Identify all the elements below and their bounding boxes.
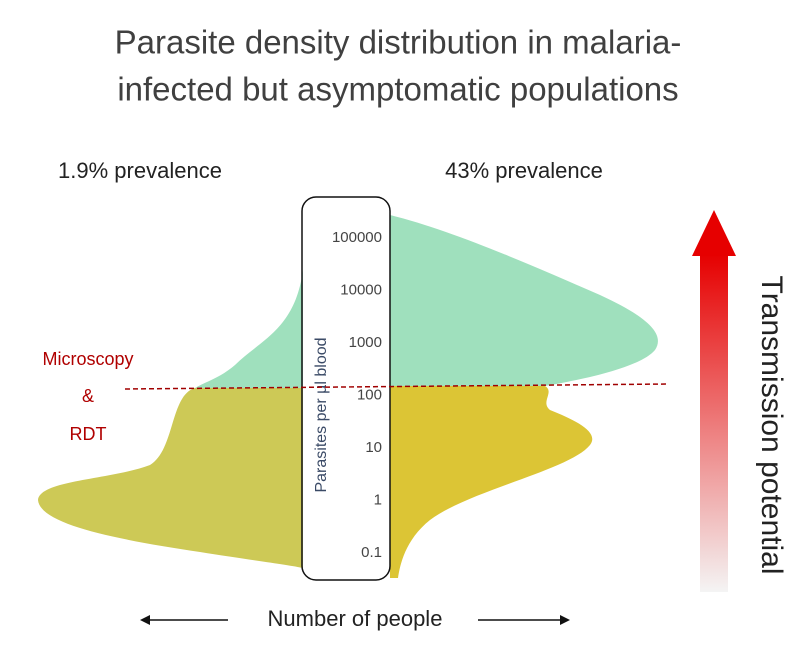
threshold-label: RDT <box>70 424 107 444</box>
side-arrow-label: Transmission potential <box>755 275 788 574</box>
title-line: infected but asymptomatic populations <box>117 71 678 108</box>
left-yellow-area <box>38 388 303 568</box>
left-green-area <box>195 270 303 388</box>
density-tick-label: 10000 <box>340 281 382 298</box>
density-axis-box <box>301 196 391 581</box>
arrowhead <box>140 615 150 625</box>
transmission-arrowhead <box>692 210 736 256</box>
density-tick-label: 100000 <box>332 229 382 246</box>
threshold-label: Microscopy <box>42 349 133 369</box>
density-tick-label: 1 <box>374 491 382 508</box>
title-line: Parasite density distribution in malaria… <box>115 24 682 61</box>
density-tick-label: 0.1 <box>361 544 382 561</box>
density-tick-label: 1000 <box>349 334 382 351</box>
threshold-label: & <box>82 386 94 406</box>
right-green-area <box>390 215 658 386</box>
threshold-line <box>124 383 669 390</box>
density-tick-label: 100 <box>357 386 382 403</box>
right-panel-label: 43% prevalence <box>445 158 603 183</box>
right-yellow-area <box>390 386 593 578</box>
arrowhead <box>560 615 570 625</box>
x-axis-label: Number of people <box>268 606 443 631</box>
tick-group: 100000 10000 1000 100 10 1 0.1 <box>332 229 382 561</box>
left-panel-label: 1.9% prevalence <box>58 158 222 183</box>
density-tick-label: 10 <box>365 439 382 456</box>
transmission-arrow-shaft <box>700 254 728 592</box>
density-axis-label: Parasites per µl blood <box>313 337 330 492</box>
